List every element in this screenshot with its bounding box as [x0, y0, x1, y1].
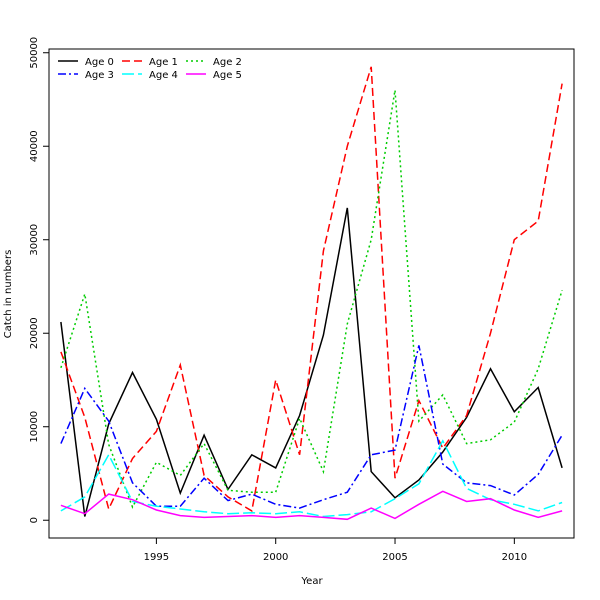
legend-label-age-0: Age 0 — [85, 57, 114, 68]
y-axis: 0 10000 20000 30000 40000 50000 — [29, 37, 49, 523]
x-axis: 1995 2000 2005 2010 — [144, 538, 527, 563]
legend-label-age-2: Age 2 — [213, 57, 242, 68]
y-tick-label: 20000 — [29, 317, 40, 349]
series-layer — [60, 66, 563, 521]
legend-label-age-5: Age 5 — [213, 70, 242, 81]
y-tick-label: 40000 — [29, 130, 40, 162]
series-line-age-0 — [60, 207, 563, 517]
legend-label-age-1: Age 1 — [149, 57, 178, 68]
series-line-age-4 — [60, 439, 563, 518]
legend: Age 0 Age 1 Age 2 Age 3 Age 4 Age 5 — [58, 57, 242, 81]
legend-label-age-4: Age 4 — [149, 70, 178, 81]
x-axis-label: Year — [300, 576, 323, 587]
legend-label-age-3: Age 3 — [85, 70, 114, 81]
y-axis-label: Catch in numbers — [3, 250, 14, 339]
x-tick-label: 2000 — [263, 552, 288, 563]
y-tick-label: 30000 — [29, 224, 40, 256]
x-tick-label: 2005 — [382, 552, 407, 563]
series-line-age-2 — [60, 89, 563, 509]
y-tick-label: 10000 — [29, 411, 40, 443]
x-tick-label: 2010 — [502, 552, 527, 563]
series-line-age-5 — [60, 490, 563, 521]
y-tick-label: 50000 — [29, 37, 40, 69]
plot-frame — [48, 48, 575, 539]
x-tick-label: 1995 — [144, 552, 169, 563]
series-line-age-3 — [60, 345, 563, 509]
y-tick-label: 0 — [29, 517, 40, 523]
